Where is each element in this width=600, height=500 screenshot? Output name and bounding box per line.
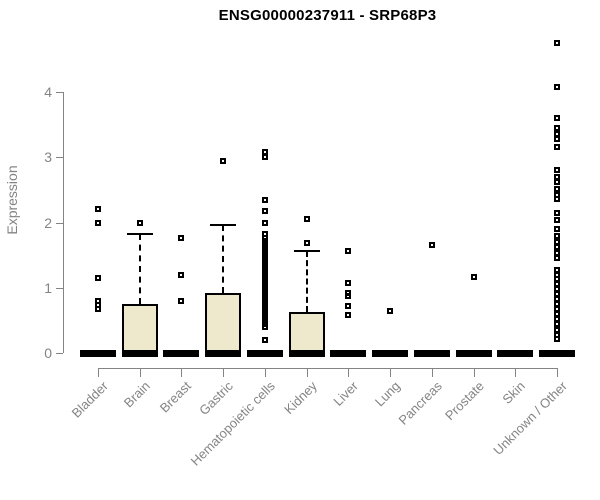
median-bar [497,350,533,357]
y-tick [56,353,63,354]
y-axis-line [63,92,64,353]
x-tick [474,368,475,377]
y-tick [56,288,63,289]
x-tick [432,368,433,377]
outlier-point [554,226,560,232]
y-tick-label: 4 [44,84,52,100]
median-bar [122,350,158,357]
y-tick-label: 1 [44,280,52,296]
x-tick [390,368,391,377]
outlier-point [95,275,101,281]
median-bar [330,350,366,357]
outlier-point [554,255,560,261]
outlier-point [554,210,560,216]
outlier-point [554,136,560,142]
x-tick [140,368,141,377]
outlier-point [304,216,310,222]
outlier-point [554,336,560,342]
outlier-point [554,186,560,192]
median-bar [163,350,199,357]
outlier-point [345,293,351,299]
outlier-point [345,280,351,286]
outlier-point [178,235,184,241]
median-bar [539,350,575,357]
x-tick [557,368,558,377]
outlier-point [178,298,184,304]
outlier-point [345,303,351,309]
chart-title: ENSG00000237911 - SRP68P3 [218,7,437,24]
median-bar [372,350,408,357]
whisker-line [222,225,224,293]
outlier-point [95,306,101,312]
outlier-point [554,125,560,131]
x-axis-line [98,368,558,369]
whisker-cap [210,224,236,226]
outlier-point [262,197,268,203]
outlier-point [95,220,101,226]
box [122,304,158,353]
outlier-point [554,179,560,185]
outlier-point [262,324,268,330]
x-tick [515,368,516,377]
outlier-point [554,244,560,250]
outlier-point [554,144,560,150]
outlier-point [220,158,226,164]
x-tick [181,368,182,377]
x-tick [223,368,224,377]
median-bar [289,350,325,357]
outlier-point [471,274,477,280]
y-tick-label: 2 [44,215,52,231]
outlier-point [345,312,351,318]
median-bar [205,350,241,357]
y-tick-label: 3 [44,149,52,165]
outlier-point [262,154,268,160]
y-tick-label: 0 [44,345,52,361]
median-bar [414,350,450,357]
outlier-point [95,206,101,212]
box [289,312,325,353]
median-bar [456,350,492,357]
x-tick [265,368,266,377]
outlier-point [554,233,560,239]
x-tick [348,368,349,377]
x-tick [307,368,308,377]
outlier-point [429,242,435,248]
outlier-point [554,167,560,173]
outlier-point [178,272,184,278]
outlier-point [554,40,560,46]
y-tick [56,92,63,93]
y-tick [56,223,63,224]
box [205,293,241,353]
outlier-point [304,240,310,246]
x-tick [98,368,99,377]
outlier-point [387,308,393,314]
outlier-point [262,208,268,214]
outlier-point [554,115,560,121]
whisker-cap [294,250,320,252]
outlier-point [554,217,560,223]
outlier-point [554,84,560,90]
outlier-point [554,196,560,202]
outlier-point [262,220,268,226]
whisker-line [306,251,308,312]
outlier-point [345,248,351,254]
median-bar [80,350,116,357]
y-axis-label: Expression [4,165,20,235]
whisker-cap [127,233,153,235]
outlier-point [137,220,143,226]
outlier-point [554,321,560,327]
outlier-point [262,337,268,343]
median-bar [247,350,283,357]
whisker-line [139,234,141,304]
y-tick [56,157,63,158]
